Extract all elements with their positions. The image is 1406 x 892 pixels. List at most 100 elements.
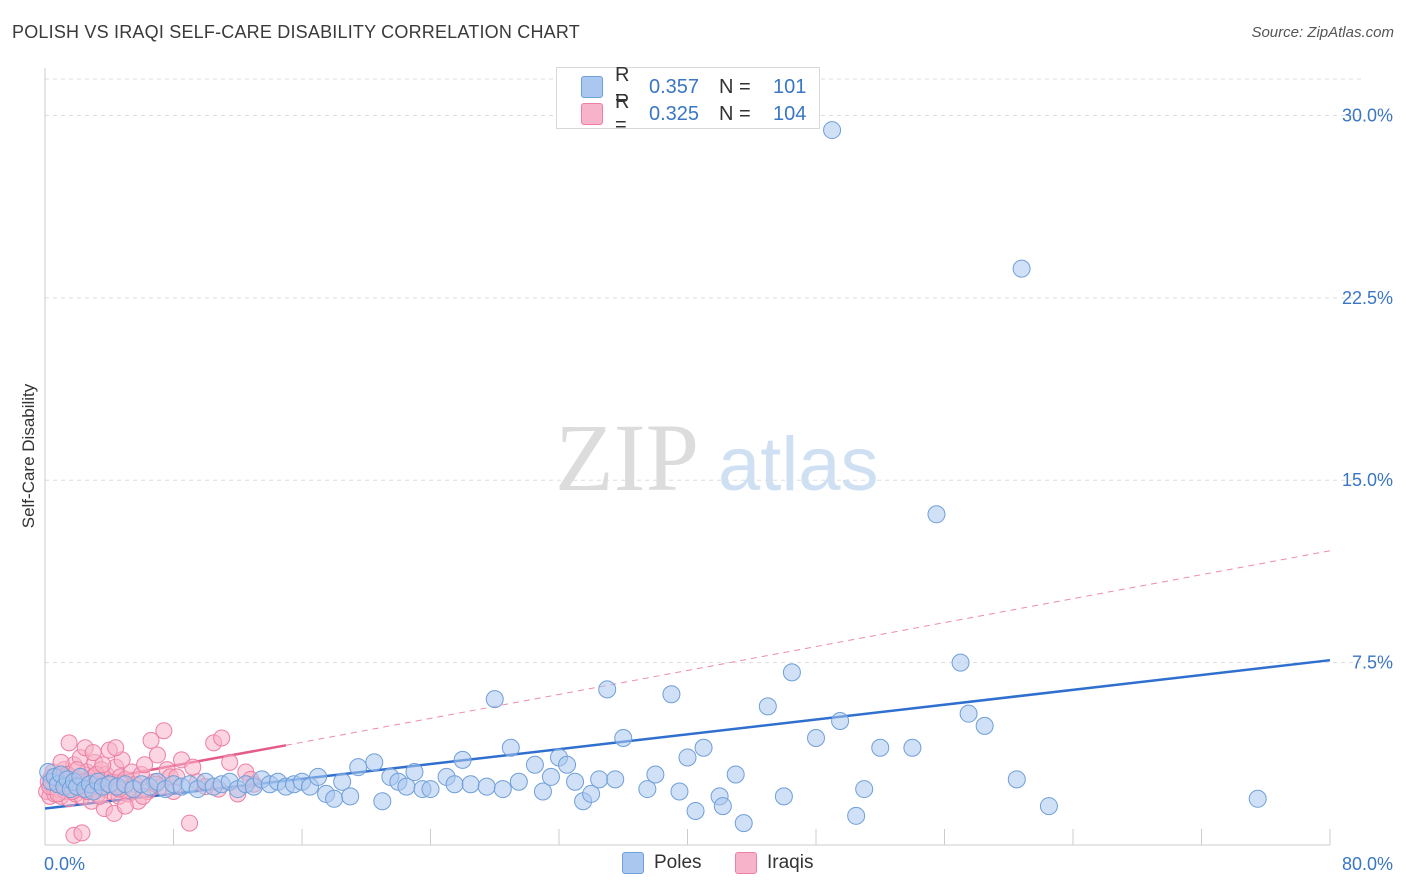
poles-point bbox=[373, 792, 392, 811]
iraqis-point bbox=[94, 756, 112, 774]
poles-point bbox=[461, 775, 480, 794]
poles-point bbox=[903, 738, 922, 757]
iraqis-swatch bbox=[735, 852, 757, 874]
poles-point bbox=[686, 801, 705, 820]
n-label: N = bbox=[719, 75, 751, 98]
poles-point bbox=[582, 784, 601, 803]
poles-point bbox=[726, 765, 745, 784]
iraqis-swatch bbox=[581, 103, 603, 125]
poles-point bbox=[807, 729, 825, 748]
x-tick-label-min: 0.0% bbox=[44, 854, 85, 874]
poles-point bbox=[782, 663, 801, 682]
poles-point bbox=[453, 750, 472, 769]
poles-point bbox=[927, 505, 946, 524]
poles-point bbox=[1007, 770, 1026, 789]
iraqis-point bbox=[136, 756, 154, 774]
poles-point bbox=[566, 772, 585, 791]
poles-point bbox=[713, 797, 732, 816]
iraqis-point bbox=[73, 824, 91, 842]
poles-point bbox=[533, 782, 552, 801]
poles-point bbox=[541, 767, 560, 786]
poles-point bbox=[309, 767, 328, 786]
iraqis-label: Iraqis bbox=[767, 852, 814, 873]
poles-point bbox=[525, 755, 544, 774]
gridlines bbox=[45, 78, 1365, 664]
n-value: 104 bbox=[773, 102, 807, 125]
y-tick-label: 30.0% bbox=[1342, 105, 1393, 125]
iraqis-point bbox=[155, 722, 173, 740]
iraqis-point bbox=[60, 734, 78, 752]
watermark-atlas: atlas bbox=[718, 422, 879, 507]
legend-row-iraqis: R = 0.325 N = 104 bbox=[581, 91, 807, 136]
poles-point bbox=[694, 738, 713, 757]
poles-point bbox=[477, 777, 496, 796]
poles-point bbox=[365, 753, 384, 772]
poles-point bbox=[341, 787, 360, 806]
poles-point bbox=[871, 738, 890, 757]
n-value: 101 bbox=[773, 75, 807, 98]
poles-point bbox=[558, 755, 577, 774]
poles-point bbox=[485, 690, 504, 709]
iraqis-point bbox=[107, 739, 125, 757]
poles-point bbox=[959, 704, 978, 723]
y-tick-label: 7.5% bbox=[1352, 653, 1393, 673]
poles-swatch bbox=[622, 852, 644, 874]
poles-point bbox=[333, 772, 352, 791]
source-credit: Source: ZipAtlas.com bbox=[1251, 24, 1394, 41]
poles-point bbox=[638, 780, 657, 799]
iraqis-point bbox=[184, 758, 202, 776]
poles-point bbox=[445, 775, 464, 794]
poles-point bbox=[1039, 797, 1058, 816]
poles-point bbox=[831, 711, 850, 730]
poles-point bbox=[774, 787, 793, 806]
y-tick-label: 15.0% bbox=[1342, 470, 1393, 490]
poles-point bbox=[325, 789, 344, 808]
poles-label: Poles bbox=[654, 852, 702, 873]
poles-point bbox=[405, 763, 424, 782]
series-legend: Poles Iraqis bbox=[0, 852, 1406, 878]
poles-point bbox=[758, 697, 777, 716]
iraqis-point bbox=[213, 729, 231, 747]
r-label: R = bbox=[615, 91, 630, 136]
poles-point bbox=[614, 729, 633, 748]
y-axis-label: Self-Care Disability bbox=[19, 383, 38, 528]
iraqis-point bbox=[116, 797, 134, 815]
x-tick-label-max: 80.0% bbox=[1342, 854, 1393, 874]
chart-title: POLISH VS IRAQI SELF-CARE DISABILITY COR… bbox=[12, 22, 580, 42]
legend-item-iraqis[interactable]: Iraqis bbox=[735, 852, 813, 874]
iraqis-point bbox=[84, 744, 102, 762]
legend-item-poles[interactable]: Poles bbox=[622, 852, 702, 874]
tick-labels: 7.5% 15.0% 22.5% 30.0% 0.0% 80.0% bbox=[44, 105, 1393, 874]
poles-point bbox=[1012, 259, 1031, 278]
poles-point bbox=[646, 765, 665, 784]
poles-point bbox=[421, 780, 440, 799]
stats-legend: R = 0.357 N = 101 R = 0.325 N = 104 bbox=[556, 64, 820, 136]
legend-row-poles: R = 0.357 N = 101 bbox=[581, 64, 807, 109]
poles-point bbox=[349, 758, 368, 777]
axes bbox=[44, 68, 1331, 846]
poles-point bbox=[1248, 789, 1267, 808]
r-label: R = bbox=[615, 64, 630, 109]
iraqis-point bbox=[181, 814, 199, 832]
n-label: N = bbox=[719, 102, 751, 125]
poles-point bbox=[598, 680, 617, 699]
poles-point bbox=[734, 814, 753, 833]
r-value: 0.357 bbox=[649, 75, 700, 98]
poles-point bbox=[590, 770, 609, 789]
poles-point bbox=[606, 770, 625, 789]
y-tick-label: 22.5% bbox=[1342, 288, 1393, 308]
poles-point bbox=[975, 716, 994, 735]
poles-points bbox=[39, 121, 1267, 833]
poles-point bbox=[509, 772, 528, 791]
poles-point bbox=[855, 780, 874, 799]
poles-point bbox=[662, 685, 681, 704]
watermark-zip: ZIP bbox=[555, 404, 699, 511]
poles-point bbox=[847, 806, 866, 825]
poles-point bbox=[670, 782, 689, 801]
iraqis-point bbox=[142, 731, 160, 749]
poles-point bbox=[823, 121, 842, 140]
iraqis-trend-extension bbox=[285, 550, 1331, 746]
iraqis-point bbox=[148, 746, 166, 764]
iraqis-point bbox=[221, 753, 239, 771]
